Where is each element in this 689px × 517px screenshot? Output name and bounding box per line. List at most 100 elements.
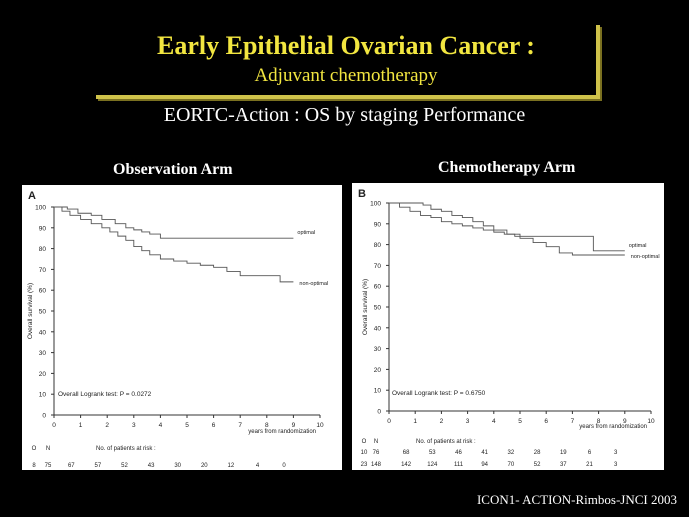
risk-header-o: O — [32, 446, 37, 452]
panel-title-chemotherapy: Chemotherapy Arm — [438, 159, 576, 176]
y-tick-label: 10 — [39, 392, 47, 399]
logrank-annotation: Overall Logrank test: P = 0.0272 — [58, 391, 152, 398]
x-tick-label: 5 — [185, 422, 189, 429]
risk-value: 52 — [534, 462, 541, 468]
risk-value: 52 — [121, 463, 128, 469]
logrank-annotation: Overall Logrank test: P = 0.6750 — [392, 390, 486, 397]
x-tick-label: 6 — [544, 418, 548, 425]
panel-letter: A — [28, 190, 36, 202]
x-tick-label: 3 — [132, 422, 136, 429]
y-tick-label: 80 — [39, 246, 47, 253]
risk-row-o: 23 — [361, 462, 368, 468]
chart-panel-b: B 0 10 20 30 40 50 60 70 80 90 100 0 1 2 3 4 5 6 7 8 9 10 Overa… — [352, 183, 664, 470]
chart-panel-a: A 0 10 20 30 40 50 60 70 80 90 100 0 1 2 3 4 5 6 7 8 9 10 Overa… — [22, 185, 342, 484]
risk-value: 94 — [481, 462, 488, 468]
x-tick-label: 5 — [518, 418, 522, 425]
risk-value: 19 — [560, 450, 567, 456]
risk-value: 68 — [403, 450, 410, 456]
y-tick-label: 50 — [374, 305, 382, 312]
y-tick-label: 10 — [374, 388, 382, 395]
risk-value: 20 — [201, 463, 208, 469]
slide-title: Early Epithelial Ovarian Cancer : — [157, 31, 535, 60]
y-tick-label: 30 — [39, 350, 47, 357]
x-axis-label: years from randomization — [248, 429, 316, 435]
series-line-optimal — [389, 202, 625, 252]
risk-value: 53 — [429, 450, 436, 456]
risk-value: 3 — [614, 450, 618, 456]
risk-row-n: 148 — [371, 462, 382, 468]
risk-table-label: No. of patients at risk : — [96, 446, 156, 452]
x-tick-label: 7 — [238, 422, 242, 429]
risk-value: 46 — [455, 450, 462, 456]
risk-value: 41 — [481, 450, 488, 456]
x-tick-label: 7 — [571, 418, 575, 425]
risk-value: 70 — [508, 462, 515, 468]
y-tick-label: 60 — [39, 288, 47, 295]
x-tick-label: 4 — [159, 422, 163, 429]
x-tick-label: 1 — [413, 418, 417, 425]
risk-value: 6 — [588, 450, 592, 456]
x-tick-label: 1 — [79, 422, 83, 429]
y-tick-label: 90 — [39, 225, 47, 232]
slide-title-sub: Adjuvant chemotherapy — [254, 65, 438, 86]
series-line-non-optimal — [54, 206, 294, 283]
risk-value: 37 — [560, 462, 567, 468]
y-tick-label: 30 — [374, 346, 382, 353]
risk-row-o: 10 — [361, 450, 368, 456]
risk-value: 142 — [401, 462, 412, 468]
x-tick-label: 10 — [647, 418, 655, 425]
risk-value: 0 — [282, 463, 286, 469]
y-axis-label: Overall survival (%) — [362, 279, 369, 335]
y-tick-label: 20 — [39, 371, 47, 378]
x-tick-label: 2 — [440, 418, 444, 425]
risk-value: 4 — [256, 463, 260, 469]
y-tick-label: 50 — [39, 309, 47, 316]
risk-row-n: 75 — [45, 463, 52, 469]
x-tick-label: 3 — [466, 418, 470, 425]
y-tick-label: 40 — [374, 325, 382, 332]
risk-header-o: O — [362, 439, 367, 445]
risk-value: 28 — [534, 450, 541, 456]
x-axis-label: years from randomization — [579, 424, 647, 430]
risk-value: 124 — [427, 462, 438, 468]
series-label-non-optimal: non-optimal — [631, 254, 660, 260]
y-tick-label: 90 — [374, 221, 382, 228]
risk-table-label: No. of patients at risk : — [416, 439, 476, 445]
y-tick-label: 100 — [370, 201, 381, 208]
series-label-optimal: optimal — [297, 230, 315, 236]
x-tick-label: 10 — [316, 422, 324, 429]
x-tick-label: 8 — [265, 422, 269, 429]
x-tick-label: 4 — [492, 418, 496, 425]
risk-header-n: N — [46, 446, 50, 452]
risk-row-n: 76 — [373, 450, 380, 456]
y-tick-label: 100 — [35, 205, 46, 212]
risk-value: 67 — [68, 463, 75, 469]
x-tick-label: 0 — [387, 418, 391, 425]
y-tick-label: 0 — [377, 409, 381, 416]
slide-subtitle: EORTC-Action : OS by staging Performance — [163, 104, 526, 126]
series-line-optimal — [54, 206, 294, 239]
x-tick-label: 9 — [623, 418, 627, 425]
y-tick-label: 60 — [374, 284, 382, 291]
series-line-non-optimal — [389, 202, 625, 256]
risk-value: 57 — [95, 463, 102, 469]
risk-value: 111 — [454, 462, 464, 468]
risk-header-n: N — [374, 439, 378, 445]
y-tick-label: 80 — [374, 242, 382, 249]
x-tick-label: 6 — [212, 422, 216, 429]
citation-footer: ICON1- ACTION-Rimbos-JNCI 2003 — [476, 492, 677, 507]
title-box: Early Epithelial Ovarian Cancer : Adjuva… — [96, 25, 600, 99]
y-tick-label: 0 — [42, 413, 46, 420]
risk-row-o: 8 — [32, 463, 36, 469]
panel-letter: B — [358, 188, 366, 200]
risk-value: 30 — [174, 463, 181, 469]
panel-title-observation: Observation Arm — [113, 161, 233, 178]
series-label-optimal: optimal — [629, 243, 647, 249]
x-tick-label: 0 — [52, 422, 56, 429]
y-tick-label: 40 — [39, 329, 47, 336]
y-tick-label: 70 — [374, 263, 382, 270]
risk-value: 12 — [228, 463, 235, 469]
risk-value: 3 — [614, 462, 618, 468]
series-label-non-optimal: non-optimal — [299, 281, 328, 287]
